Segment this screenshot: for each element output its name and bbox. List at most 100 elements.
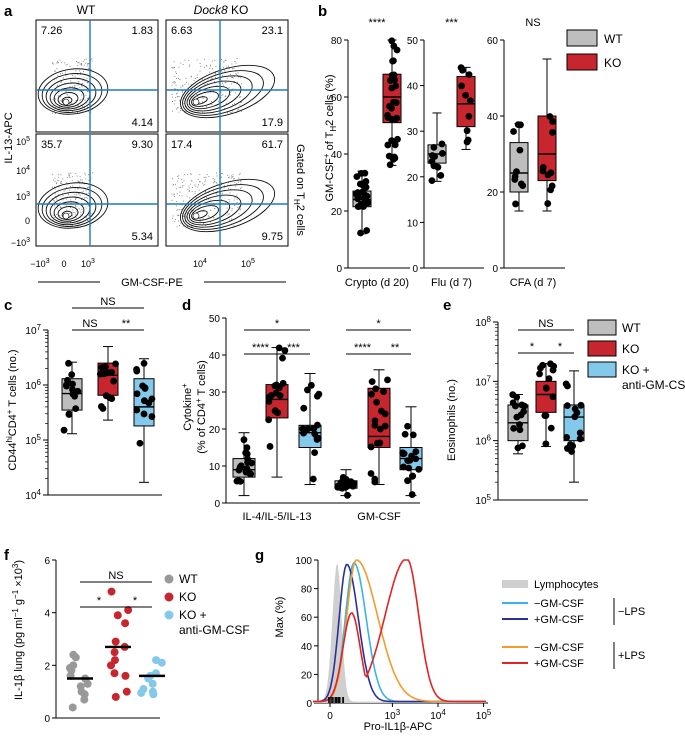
f-data-point	[152, 656, 161, 665]
flow-event-dot	[228, 188, 230, 190]
flow-event-dot	[239, 180, 241, 182]
flow-event-dot	[191, 226, 192, 228]
flow-event-dot	[188, 190, 190, 192]
box-data-point	[136, 439, 144, 447]
flow-event-dot	[57, 62, 59, 64]
flow-event-dot	[68, 213, 70, 214]
d-category-label: GM-CSF	[357, 511, 401, 523]
flow-event-dot	[203, 58, 205, 60]
flow-event-dot	[201, 78, 203, 80]
flow-event-dot	[225, 202, 227, 204]
flow-event-dot	[61, 199, 63, 201]
flow-contour-ring	[182, 70, 264, 116]
a-xtick-1e3: 103	[81, 258, 95, 269]
box-data-point	[140, 359, 148, 367]
flow-event-dot	[77, 62, 79, 64]
flow-event-dot	[229, 200, 231, 202]
flow-event-dot	[60, 207, 62, 208]
box-data-point	[390, 42, 398, 50]
flow-plot-frame	[35, 133, 159, 247]
flow-event-dot	[206, 83, 208, 85]
box-data-point	[353, 173, 361, 181]
flow-event-dot	[220, 196, 222, 198]
flow-event-dot	[91, 204, 92, 206]
flow-event-dot	[198, 181, 200, 183]
box-data-point	[462, 91, 469, 99]
flow-event-dot	[65, 71, 67, 73]
flow-event-dot	[88, 68, 90, 70]
box-data-point	[140, 410, 148, 418]
flow-event-dot	[199, 63, 201, 64]
flow-event-dot	[178, 111, 180, 113]
flow-event-dot	[83, 70, 84, 72]
flow-event-dot	[87, 91, 89, 92]
flow-event-dot	[178, 175, 180, 177]
box-data-point	[266, 393, 273, 401]
box-data-point	[404, 477, 411, 485]
flow-event-dot	[82, 204, 84, 206]
x-tick-label: 105	[476, 708, 492, 722]
flow-event-dot	[237, 74, 239, 76]
flow-event-dot	[231, 83, 233, 85]
flow-event-dot	[223, 67, 224, 69]
flow-event-dot	[234, 61, 236, 62]
d-category-label: IL-4/IL-5/IL-13	[242, 511, 311, 523]
flow-event-dot	[82, 79, 84, 81]
flow-event-dot	[90, 97, 92, 99]
flow-event-dot	[87, 192, 89, 194]
flow-event-dot	[60, 81, 62, 82]
f-data-point	[110, 669, 119, 678]
flow-event-dot	[222, 94, 224, 96]
flow-contour-center	[62, 212, 70, 220]
f-data-point	[111, 637, 120, 646]
flow-plot-3: 35.7 9.30 5.34	[35, 133, 159, 247]
flow-event-dot	[60, 174, 62, 176]
flow-event-dot	[185, 99, 187, 101]
box-data-point	[313, 392, 321, 400]
flow-event-dot	[176, 108, 178, 110]
flow-event-dot	[205, 88, 207, 90]
f-legend-ko-dot	[164, 592, 174, 602]
flow-event-dot	[78, 70, 80, 72]
box-data-point	[133, 390, 141, 398]
flow-event-dot	[233, 199, 235, 201]
flow-event-dot	[240, 180, 242, 182]
flow-event-dot	[65, 91, 67, 93]
box-data-point	[357, 229, 364, 237]
flow-event-dot	[203, 197, 205, 198]
g-legend-neg-minus: −GM-CSF	[534, 598, 584, 610]
box-data-point	[300, 404, 308, 412]
flow-event-dot	[81, 94, 83, 96]
flow-event-dot	[54, 70, 55, 72]
flow-event-dot	[228, 182, 229, 184]
flow-event-dot	[177, 180, 179, 182]
box-data-point	[64, 376, 71, 384]
flow-event-dot	[218, 79, 220, 81]
flow-event-dot	[67, 183, 69, 185]
flow-event-dot	[234, 182, 236, 184]
flow-event-dot	[173, 194, 175, 196]
quadrant-lr-value: 4.14	[132, 117, 153, 129]
box-data-point	[354, 195, 362, 203]
flow-event-dot	[199, 220, 201, 222]
a-xtick-1e5: 105	[241, 258, 255, 269]
flow-event-dot	[184, 110, 186, 112]
e-legend: WT KO KO + anti-GM-CSF	[587, 319, 685, 392]
flow-event-dot	[56, 86, 58, 87]
y-tick-label: 10	[209, 462, 221, 473]
sig-label: NS	[108, 570, 123, 582]
flow-contour-ring	[184, 75, 253, 114]
box-data-point	[438, 140, 446, 148]
flow-contour-ring	[37, 182, 109, 229]
flow-event-dot	[54, 188, 56, 190]
flow-event-dot	[239, 172, 241, 174]
box-data-point	[384, 376, 391, 384]
flow-event-dot	[185, 111, 187, 113]
a-xlabel: GM-CSF-PE	[121, 277, 183, 289]
sig-label: *	[376, 318, 381, 330]
flow-event-dot	[231, 77, 233, 78]
flow-event-dot	[84, 59, 86, 61]
flow-event-dot	[233, 178, 235, 179]
flow-event-dot	[215, 76, 217, 78]
e-legend-ko: KO	[622, 342, 639, 356]
